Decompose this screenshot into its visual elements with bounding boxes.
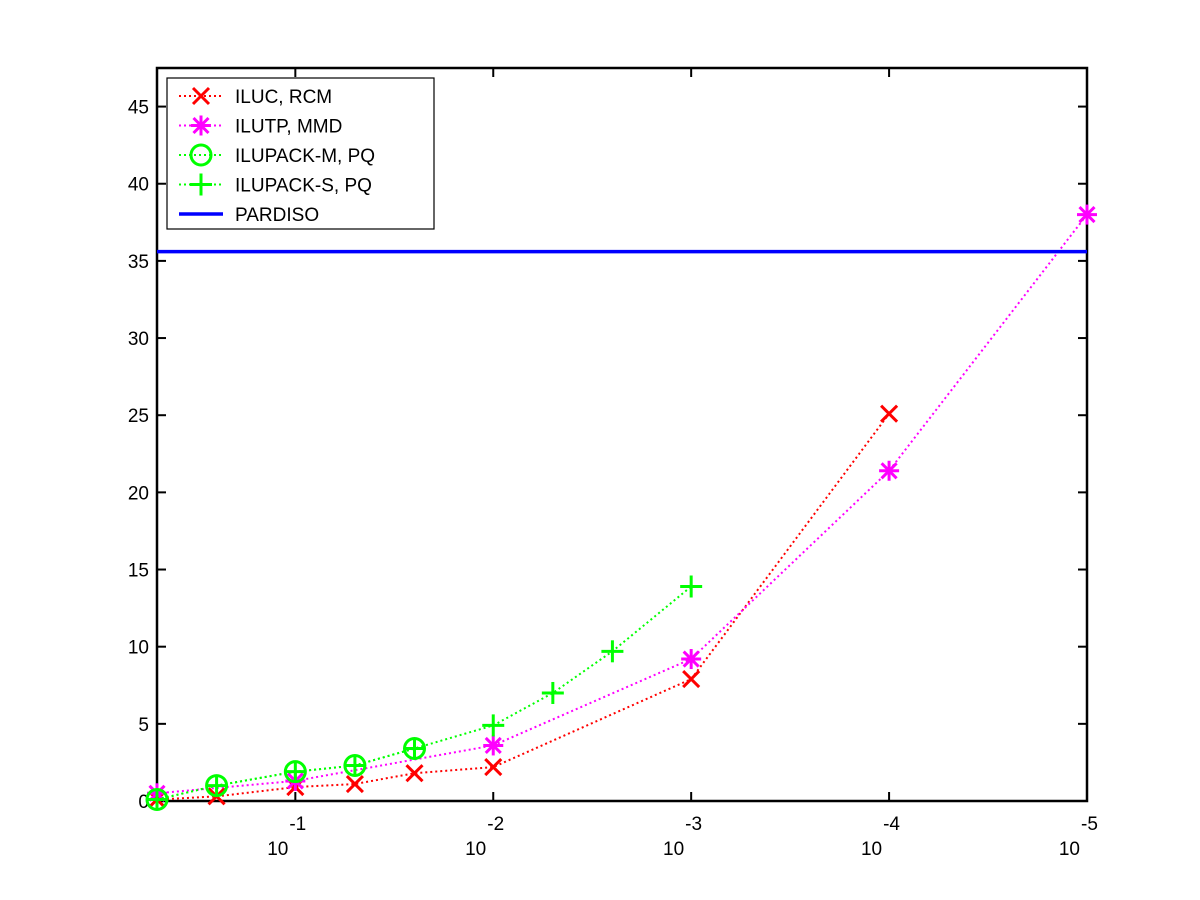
- data-point-ilupack-s-pq: [541, 681, 564, 704]
- legend-label: ILUPACK-M, PQ: [235, 146, 375, 167]
- legend-marker: [190, 173, 212, 196]
- y-tick-label: 30: [128, 329, 149, 350]
- data-point-ilupack-s-pq: [601, 640, 624, 663]
- data-point-iluc-rcm: [345, 774, 364, 794]
- data-point-ilupack-s-pq: [343, 754, 366, 777]
- y-tick-label: 5: [138, 715, 149, 736]
- legend: ILUC, RCM ILUTP, MMD ILUPACK-M, PQ ILUPACK-…: [166, 77, 435, 230]
- y-tick-label: 10: [128, 638, 149, 659]
- data-point-ilupack-s-pq: [146, 788, 168, 811]
- legend-item-pardiso: PARDISO: [179, 205, 319, 226]
- legend-item-iluc-rcm: ILUC, RCM: [179, 86, 332, 108]
- x-tick-exponent: -3: [685, 814, 702, 835]
- y-tick-label: 15: [128, 561, 149, 582]
- legend-label: ILUPACK-S, PQ: [235, 176, 372, 197]
- series-line-ilupack-s-pq: [156, 585, 692, 801]
- data-point-ilutp-mmd: [681, 649, 702, 670]
- x-tick-base: 10: [267, 839, 288, 860]
- data-point-ilupack-s-pq: [205, 774, 228, 797]
- legend-label: PARDISO: [235, 205, 319, 226]
- x-tick-exponent: -2: [487, 814, 504, 835]
- data-point-iluc-rcm: [484, 757, 503, 777]
- series-line-ilutp-mmd: [156, 213, 1088, 795]
- x-tick-base: 10: [1059, 839, 1080, 860]
- data-point-iluc-rcm: [682, 670, 701, 689]
- plot-frame: [155, 66, 1089, 803]
- data-point-iluc-rcm: [880, 404, 899, 423]
- series-layer: [145, 204, 1097, 811]
- x-tick-exponent: -5: [1081, 814, 1098, 835]
- x-tick-exponent: -4: [883, 814, 900, 835]
- x-tick-base: 10: [663, 839, 684, 860]
- y-tick-label: 20: [128, 483, 149, 504]
- legend-marker: [191, 86, 211, 106]
- legend-marker: [189, 143, 213, 167]
- x-tick-base: 10: [861, 839, 882, 860]
- data-point-ilutp-mmd: [1077, 204, 1097, 225]
- axes-frame: [155, 66, 1089, 803]
- y-tick-label: 40: [128, 175, 149, 196]
- series-ilutp-mmd: [147, 204, 1097, 804]
- y-tick-label: 25: [128, 406, 149, 427]
- data-point-ilupack-s-pq: [403, 737, 426, 760]
- y-tick-label: 45: [128, 98, 149, 119]
- legend-label: ILUTP, MMD: [235, 117, 342, 138]
- data-point-ilupack-s-pq: [680, 575, 703, 598]
- legend-item-ilupack-s-pq: ILUPACK-S, PQ: [179, 173, 372, 197]
- series-iluc-rcm: [147, 404, 899, 809]
- legend-label: ILUC, RCM: [235, 87, 332, 108]
- y-tick-label: 35: [128, 252, 149, 273]
- x-tick-base: 10: [465, 839, 486, 860]
- legend-item-ilupack-m-pq: ILUPACK-M, PQ: [179, 143, 375, 167]
- legend-marker: [191, 115, 211, 136]
- y-tick-label: 0: [138, 792, 149, 813]
- x-tick-exponent: -1: [289, 814, 306, 835]
- data-point-ilupack-s-pq: [482, 714, 505, 737]
- series-line-iluc-rcm: [156, 413, 890, 801]
- data-point-iluc-rcm: [405, 764, 424, 783]
- series-ilupack-s-pq: [146, 575, 703, 811]
- data-point-ilupack-s-pq: [284, 760, 307, 783]
- data-point-ilutp-mmd: [879, 460, 900, 481]
- data-point-ilutp-mmd: [483, 735, 504, 756]
- legend-item-ilutp-mmd: ILUTP, MMD: [179, 115, 342, 138]
